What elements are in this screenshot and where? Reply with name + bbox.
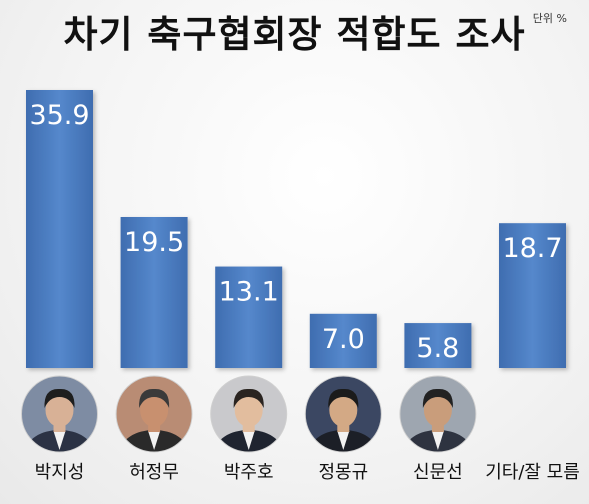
bar-value-label: 35.9 (29, 100, 89, 131)
bar (309, 313, 377, 368)
bar-value-label: 18.7 (502, 233, 562, 264)
chart-title: 차기 축구협회장 적합도 조사 (63, 13, 526, 56)
portrait-photo (115, 375, 193, 453)
category-label: 박지성 (35, 462, 85, 483)
bar (499, 223, 566, 368)
bar (120, 216, 188, 368)
category-label: 신문선 (413, 462, 463, 483)
bar-value-label: 19.5 (124, 227, 184, 258)
bar-value-label: 5.8 (416, 333, 459, 364)
category-label: 기타/잘 모름 (485, 462, 580, 483)
bar (404, 323, 472, 368)
category-label: 허정무 (129, 462, 179, 483)
bar-value-label: 7.0 (322, 324, 365, 355)
portrait-photo (210, 375, 288, 453)
portrait-photo (304, 375, 382, 453)
bar (26, 90, 93, 368)
unit-label: 단위 % (532, 12, 567, 25)
bar-value-label: 13.1 (219, 277, 279, 308)
portrait-photo (21, 375, 98, 453)
portrait-photo (399, 375, 477, 453)
bar (215, 266, 283, 368)
category-label: 박주호 (224, 462, 274, 483)
category-label: 정몽규 (318, 462, 368, 483)
